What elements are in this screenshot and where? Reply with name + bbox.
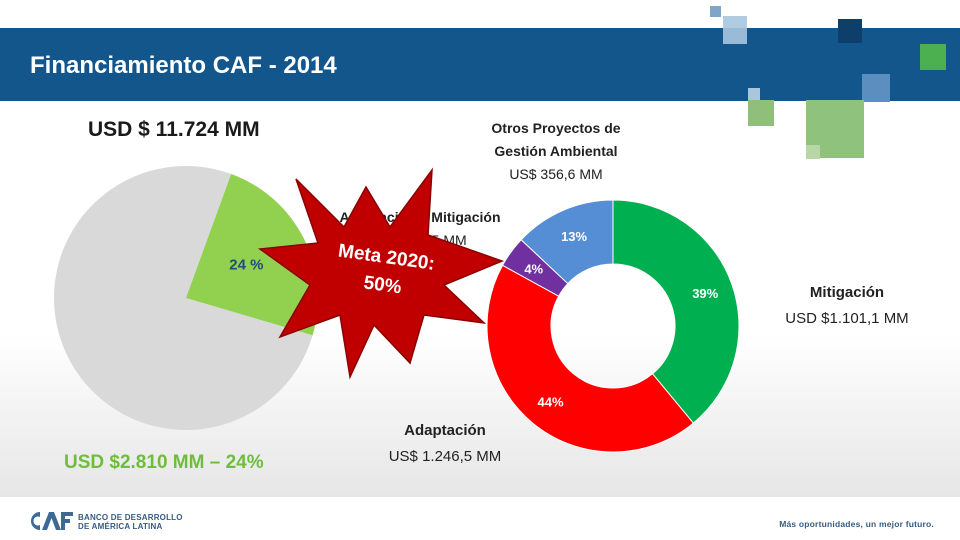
slogan: Más oportunidades, un mejor futuro.	[779, 519, 934, 529]
pie-slice-1	[186, 173, 318, 336]
donut-slice-label-2: 4%	[524, 261, 543, 276]
caf-logo-icon	[30, 512, 73, 530]
deco-square	[723, 16, 747, 44]
otros-title-line1: Otros Proyectos de	[491, 120, 621, 136]
otros-title-line2: Gestión Ambiental	[494, 143, 618, 159]
header-bar	[0, 28, 960, 101]
slide-title: Financiamiento CAF - 2014	[30, 52, 337, 79]
donut-chart-climate: 39% 44% 4% 13%	[486, 199, 740, 453]
mitig-title: Mitigación	[809, 284, 885, 301]
logo-text-line2: DE AMÉRICA LATINA	[78, 522, 163, 531]
deco-square	[920, 44, 946, 70]
pie-chart-total: 24 %	[54, 166, 318, 431]
donut-slice-1	[486, 264, 695, 453]
mitig-amount: USD $1.101,1 MM	[785, 310, 909, 327]
adapt-amount: US$ 1.246,5 MM	[388, 448, 502, 465]
goal-burst: Meta 2020: 50%	[257, 167, 505, 380]
climate-financing-label: USD $2.810 MM – 24%	[64, 452, 264, 473]
total-financing-label: USD $ 11.724 MM	[88, 118, 260, 141]
otros-amount: US$ 356,6 MM	[509, 166, 603, 182]
deco-square	[748, 88, 760, 100]
pie-slice-0	[54, 166, 313, 431]
donut-slice-0	[612, 199, 740, 424]
adapt-title: Adaptación	[404, 422, 486, 439]
deco-square	[710, 6, 721, 17]
deco-square	[748, 100, 774, 126]
logo-text: BANCO DE DESARROLLO DE AMÉRICA LATINA	[78, 513, 183, 531]
deco-square	[806, 145, 820, 159]
donut-slice-3	[520, 199, 614, 285]
donut-slice-label-0: 39%	[692, 286, 718, 301]
logo-text-line1: BANCO DE DESARROLLO	[78, 513, 183, 522]
donut-slice-label-3: 13%	[561, 229, 587, 244]
footer	[0, 497, 960, 540]
pie-slice-label-1: 24 %	[229, 256, 263, 273]
deco-square	[838, 19, 862, 43]
donut-slice-label-1: 44%	[538, 395, 564, 410]
deco-square	[862, 74, 890, 102]
burst-shape	[257, 167, 505, 380]
